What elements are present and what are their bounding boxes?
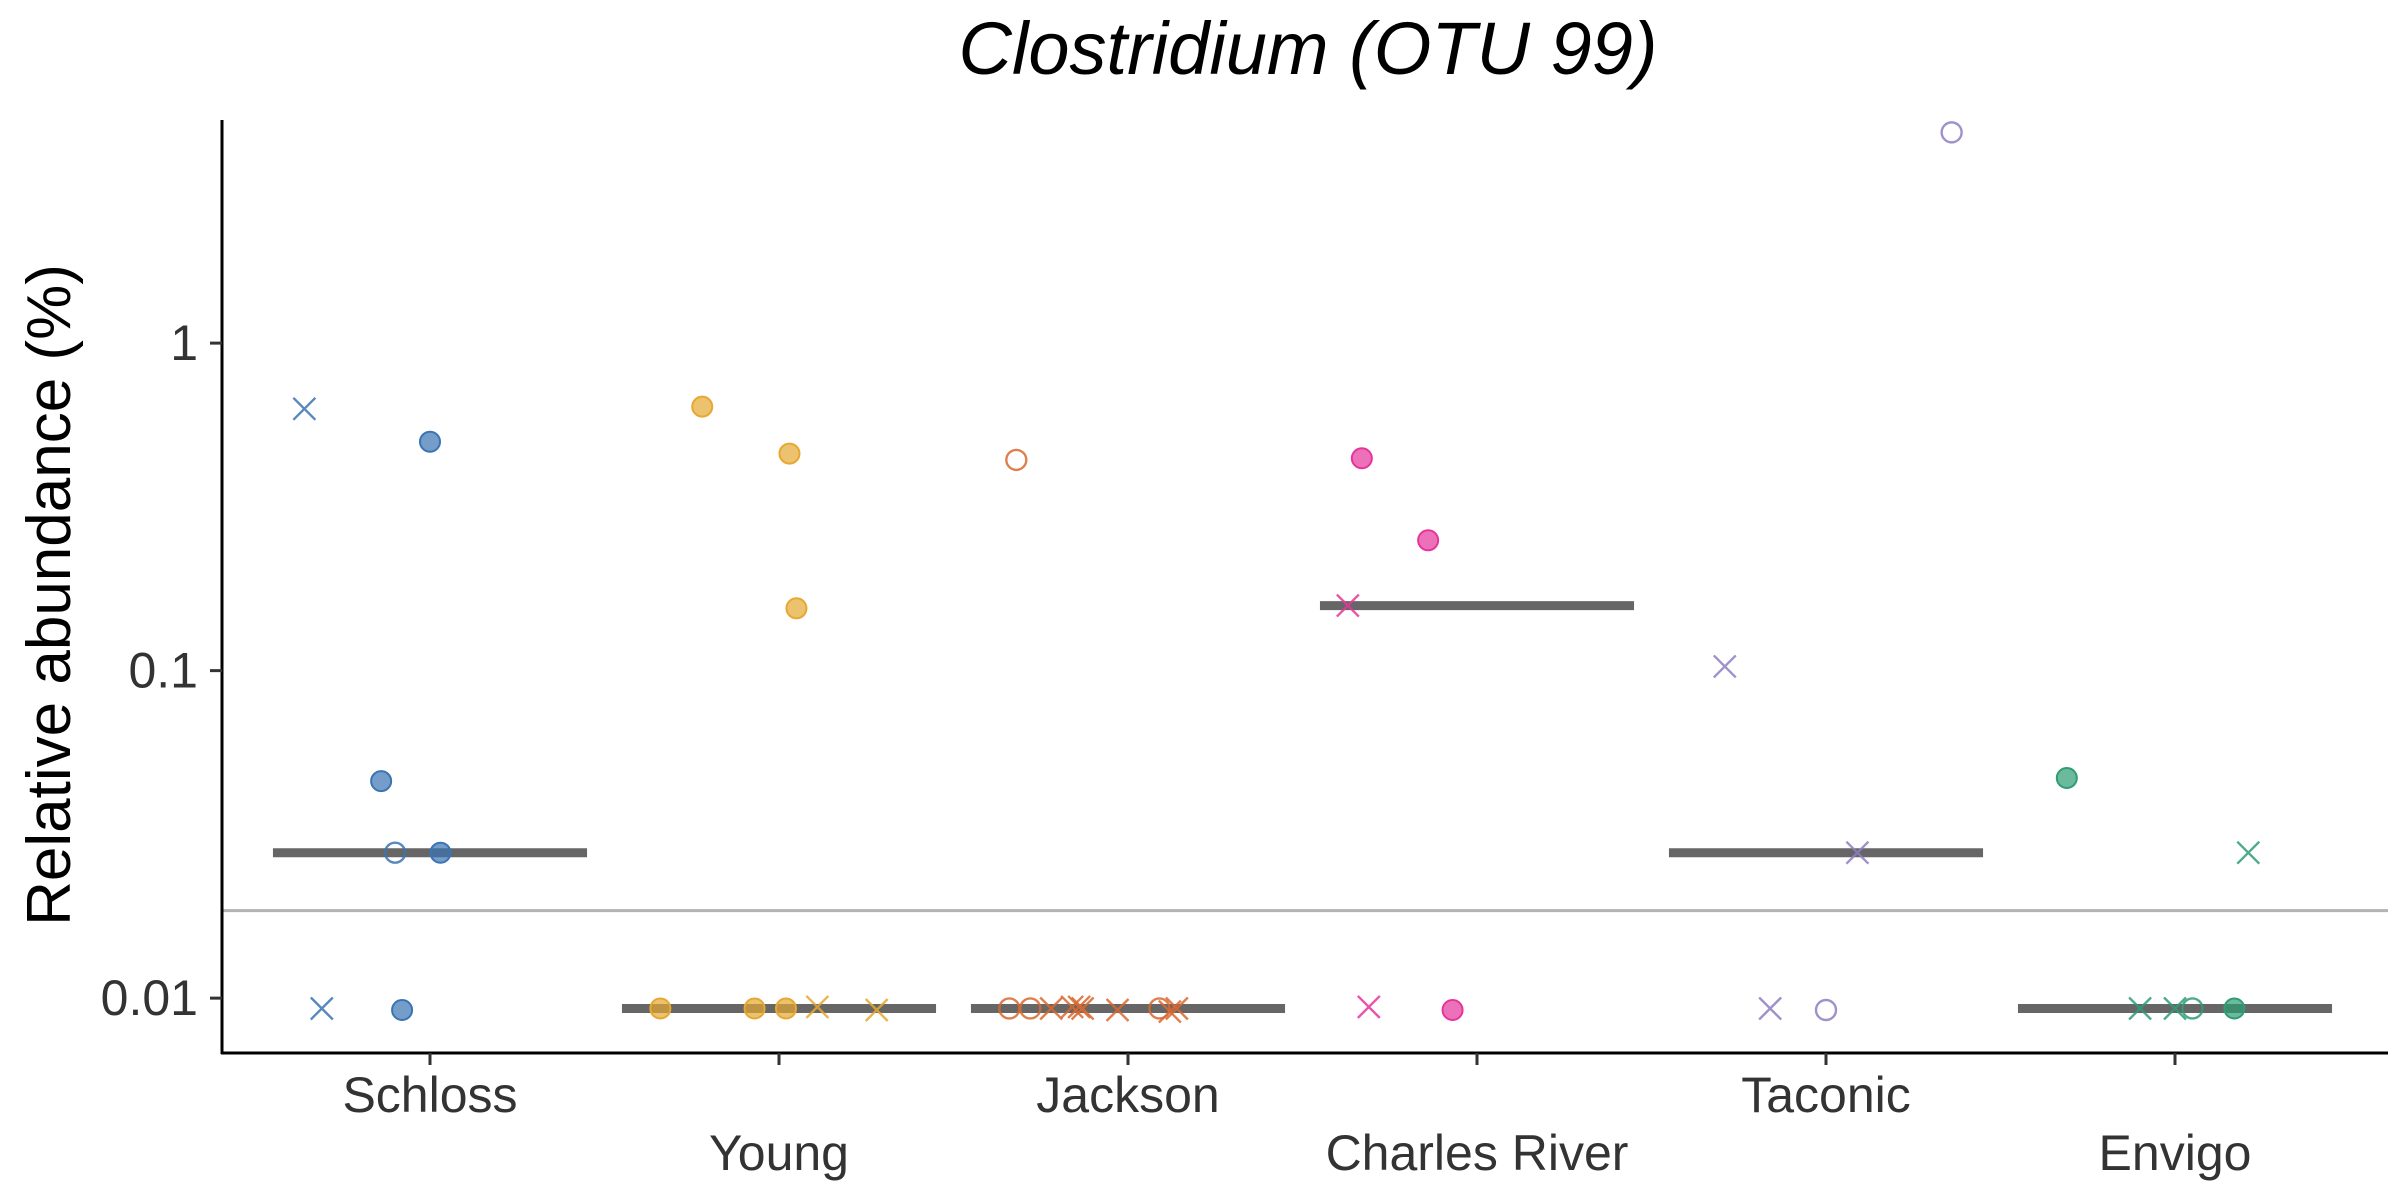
x-tick-label: Taconic xyxy=(1741,1067,1911,1123)
y-tick-label: 0.01 xyxy=(101,970,198,1026)
data-point xyxy=(1441,999,1464,1022)
data-point xyxy=(743,997,766,1020)
data-point xyxy=(2055,767,2078,790)
data-point xyxy=(2163,996,2187,1021)
data-point xyxy=(292,396,317,421)
data-point xyxy=(1067,995,1091,1019)
data-point xyxy=(1070,996,1095,1021)
data-point xyxy=(2181,997,2204,1020)
y-tick-label: 1 xyxy=(170,315,198,371)
data-point xyxy=(1158,999,1182,1024)
data-point xyxy=(1350,447,1373,470)
data-point xyxy=(1356,995,1381,1019)
data-point xyxy=(1005,448,1028,472)
chart-title: Clostridium (OTU 99) xyxy=(959,7,1658,90)
data-point xyxy=(1758,996,1783,1021)
data-point xyxy=(805,995,830,1019)
data-point xyxy=(774,997,797,1020)
data-point xyxy=(370,770,393,793)
data-point xyxy=(1039,996,1064,1021)
data-point xyxy=(419,430,441,453)
data-point xyxy=(1845,840,1870,865)
data-point xyxy=(785,597,808,620)
x-tick-label: Jackson xyxy=(1036,1067,1219,1123)
data-point xyxy=(2223,997,2246,1020)
x-tick-label: Envigo xyxy=(2099,1125,2252,1181)
data-point xyxy=(1940,121,1963,144)
data-point xyxy=(1148,997,1171,1020)
data-point xyxy=(778,442,801,465)
data-point xyxy=(649,997,672,1020)
data-point xyxy=(309,996,334,1021)
plot-area: 0.01 0.1 1 Schloss Young Jackson Charles River… xyxy=(101,120,2388,1181)
data-point xyxy=(1417,529,1440,552)
data-point xyxy=(1105,998,1130,1022)
x-tick-label: Charles River xyxy=(1326,1125,1629,1181)
data-point xyxy=(1712,654,1737,679)
y-tick-label: 0.1 xyxy=(128,643,198,699)
data-point xyxy=(1336,593,1360,618)
data-point xyxy=(998,997,1021,1020)
data-point xyxy=(2128,996,2152,1021)
data-point xyxy=(391,999,414,1022)
data-point xyxy=(1165,996,1189,1021)
data-point xyxy=(691,395,714,418)
x-tick-label: Young xyxy=(709,1125,849,1181)
x-tick-label: Schloss xyxy=(342,1067,517,1123)
y-axis-title: Relative abundance (%) xyxy=(15,264,84,926)
data-point xyxy=(383,841,407,864)
data-point xyxy=(1060,995,1085,1019)
data-point xyxy=(429,841,452,864)
data-point xyxy=(864,998,889,1022)
data-point xyxy=(2236,840,2261,865)
data-point xyxy=(1814,998,1838,1022)
